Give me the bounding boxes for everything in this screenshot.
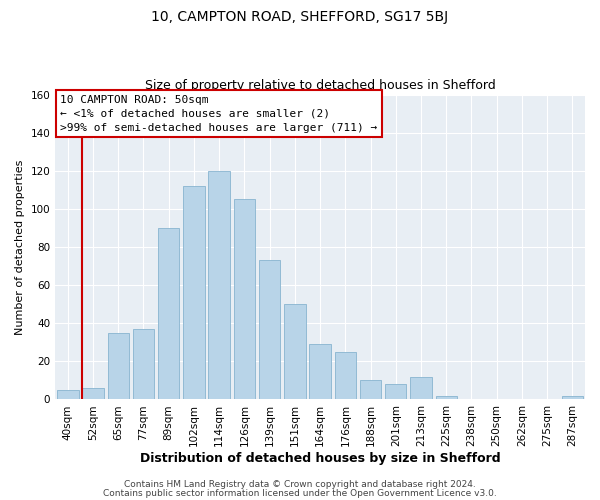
Bar bbox=[107, 333, 129, 400]
Bar bbox=[335, 352, 356, 400]
X-axis label: Distribution of detached houses by size in Shefford: Distribution of detached houses by size … bbox=[140, 452, 500, 465]
Bar bbox=[158, 228, 179, 400]
Bar bbox=[436, 396, 457, 400]
Bar bbox=[360, 380, 381, 400]
Text: 10 CAMPTON ROAD: 50sqm
← <1% of detached houses are smaller (2)
>99% of semi-det: 10 CAMPTON ROAD: 50sqm ← <1% of detached… bbox=[61, 94, 378, 132]
Bar bbox=[208, 171, 230, 400]
Bar bbox=[284, 304, 305, 400]
Text: Contains HM Land Registry data © Crown copyright and database right 2024.: Contains HM Land Registry data © Crown c… bbox=[124, 480, 476, 489]
Bar bbox=[410, 376, 432, 400]
Text: Contains public sector information licensed under the Open Government Licence v3: Contains public sector information licen… bbox=[103, 488, 497, 498]
Bar bbox=[82, 388, 104, 400]
Title: Size of property relative to detached houses in Shefford: Size of property relative to detached ho… bbox=[145, 79, 496, 92]
Bar bbox=[183, 186, 205, 400]
Bar bbox=[259, 260, 280, 400]
Text: 10, CAMPTON ROAD, SHEFFORD, SG17 5BJ: 10, CAMPTON ROAD, SHEFFORD, SG17 5BJ bbox=[151, 10, 449, 24]
Bar bbox=[133, 329, 154, 400]
Bar bbox=[57, 390, 79, 400]
Bar bbox=[310, 344, 331, 400]
Y-axis label: Number of detached properties: Number of detached properties bbox=[15, 160, 25, 334]
Bar bbox=[562, 396, 583, 400]
Bar bbox=[233, 200, 255, 400]
Bar bbox=[385, 384, 406, 400]
